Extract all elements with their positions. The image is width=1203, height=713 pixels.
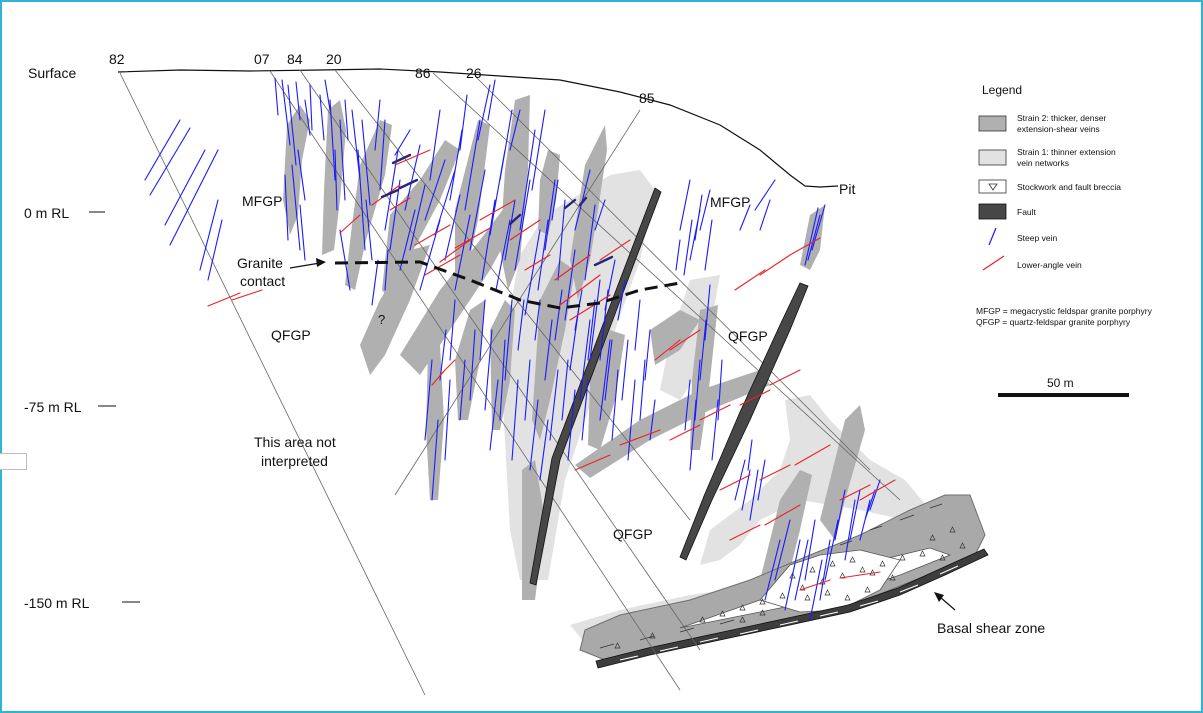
scale-bar xyxy=(998,393,1129,397)
drill-hole-85 xyxy=(394,109,641,496)
strain2-vein xyxy=(455,120,490,280)
drill-hole-label-26: 26 xyxy=(466,65,482,81)
strain1-zone-south xyxy=(700,395,930,565)
strain2-vein xyxy=(690,305,718,450)
fault-west xyxy=(529,187,662,586)
strain1-zone-central xyxy=(500,170,655,580)
strain2-vein xyxy=(820,405,865,540)
drill-hole-82 xyxy=(119,72,426,696)
ground-surface-line xyxy=(117,68,839,188)
strain2-vein xyxy=(382,140,460,300)
mfgp-label-right: MFGP xyxy=(710,194,750,210)
basal-shear-zone-label: Basal shear zone xyxy=(937,620,1045,636)
granite-contact-label-line1: Granite xyxy=(237,255,283,271)
strain2-vein xyxy=(570,125,607,300)
shear-foliation-dashes xyxy=(599,503,943,649)
strain2-vein xyxy=(500,95,530,290)
not-interpreted-label-line1: This area not xyxy=(254,434,336,450)
legend-triangle-icon xyxy=(988,183,998,191)
strain2-vein xyxy=(650,310,700,365)
legend-item-lower-angle-vein: Lower-angle vein xyxy=(982,255,1082,271)
depth-ticks xyxy=(89,211,140,603)
legend-label-strain2-1: Strain 2: thicker, denser xyxy=(1017,113,1106,123)
legend-item-strain2: Strain 2: thicker, denser extension-shea… xyxy=(978,113,1106,134)
rl-75-label: -75 m RL xyxy=(24,399,82,415)
legend-label-lower-angle-vein: Lower-angle vein xyxy=(1017,260,1082,270)
basal-shear-arrowhead xyxy=(934,592,944,602)
strain2-vein xyxy=(345,120,392,290)
legend-label-steep-vein: Steep vein xyxy=(1017,233,1057,243)
drill-hole-label-86: 86 xyxy=(415,65,431,81)
legend-swatch-strain1 xyxy=(978,149,1007,166)
strain2-vein xyxy=(400,200,520,375)
legend-label-strain1-1: Strain 1: thinner extension xyxy=(1017,147,1116,157)
drill-hole-07 xyxy=(269,70,681,691)
legend-swatch-strain2 xyxy=(978,115,1007,132)
not-interpreted-label-line2: interpreted xyxy=(261,453,328,469)
strain2-vein xyxy=(283,105,310,235)
qfgp-label-left: QFGP xyxy=(271,327,311,343)
side-panel-tab[interactable] xyxy=(0,453,27,470)
basal-shear-arrow-line xyxy=(939,596,956,611)
steep-veins xyxy=(144,77,881,621)
basal-shear-zone xyxy=(579,494,989,669)
drill-hole-label-84: 84 xyxy=(287,51,303,67)
legend-item-fault: Fault xyxy=(978,203,1037,220)
strain2-vein xyxy=(532,260,575,440)
drill-hole-label-07: 07 xyxy=(254,51,270,67)
strain2-vein xyxy=(800,205,825,270)
legend-swatch-fault xyxy=(978,203,1007,220)
strain2-band-lower-angle xyxy=(575,370,770,478)
granite-contact-label-line2: contact xyxy=(240,273,285,289)
legend-label-stockwork: Stockwork and fault breccia xyxy=(1017,182,1121,192)
legend-item-strain1: Strain 1: thinner extension vein network… xyxy=(978,147,1116,168)
fault-dashes xyxy=(619,565,959,661)
lower-angle-veins xyxy=(207,149,896,591)
shear-sense-markers xyxy=(380,153,614,267)
strain2-vein xyxy=(760,470,812,590)
granite-contact-arrowhead xyxy=(316,258,326,267)
drill-hole-label-85: 85 xyxy=(639,90,655,106)
strain2-vein xyxy=(360,245,430,375)
granite-contact-line xyxy=(334,260,681,310)
breccia-triangles xyxy=(614,526,966,649)
rl-150-label: -150 m RL xyxy=(24,595,90,611)
drill-hole-label-20: 20 xyxy=(326,51,342,67)
pit-label: Pit xyxy=(839,181,855,197)
faults xyxy=(529,187,809,586)
rl-0-label: 0 m RL xyxy=(24,205,69,221)
legend-swatch-steep-vein xyxy=(988,227,997,246)
qfgp-label-bottom: QFGP xyxy=(613,526,653,542)
surface-label: Surface xyxy=(28,65,76,81)
drill-hole-26 xyxy=(475,76,871,471)
granite-contact-leader xyxy=(289,262,321,269)
qfgp-label-right: QFGP xyxy=(728,328,768,344)
legend-abbrev-qfgp: QFGP = quartz-feldspar granite porphyry xyxy=(976,317,1131,327)
legend-title: Legend xyxy=(982,83,1022,97)
strain2-vein xyxy=(538,150,560,235)
legend-item-stockwork: Stockwork and fault breccia xyxy=(978,179,1121,194)
legend-label-fault: Fault xyxy=(1017,207,1037,217)
legend: Legend Strain 2: thicker, denser extensi… xyxy=(976,83,1153,397)
drill-hole-20 xyxy=(334,69,691,521)
legend-swatch-stockwork xyxy=(978,179,1007,194)
legend-abbrev-mfgp: MFGP = megacrystic feldspar granite porp… xyxy=(976,306,1153,316)
fault-east xyxy=(679,282,809,561)
legend-item-steep-vein: Steep vein xyxy=(988,227,1057,246)
strain2-vein xyxy=(322,100,346,255)
strain2-vein xyxy=(426,345,444,500)
legend-swatch-lower-angle-vein xyxy=(982,255,1005,271)
mfgp-label-left: MFGP xyxy=(242,193,282,209)
legend-label-strain2-2: extension-shear veins xyxy=(1017,124,1100,134)
scale-bar-label: 50 m xyxy=(1047,376,1074,390)
drill-hole-label-82: 82 xyxy=(109,51,125,67)
strain1-zone-east xyxy=(660,275,720,400)
legend-label-strain1-2: vein networks xyxy=(1017,158,1069,168)
uncertain-mark: ? xyxy=(378,312,385,327)
drill-hole-traces xyxy=(119,69,901,696)
basal-fault xyxy=(595,548,989,669)
